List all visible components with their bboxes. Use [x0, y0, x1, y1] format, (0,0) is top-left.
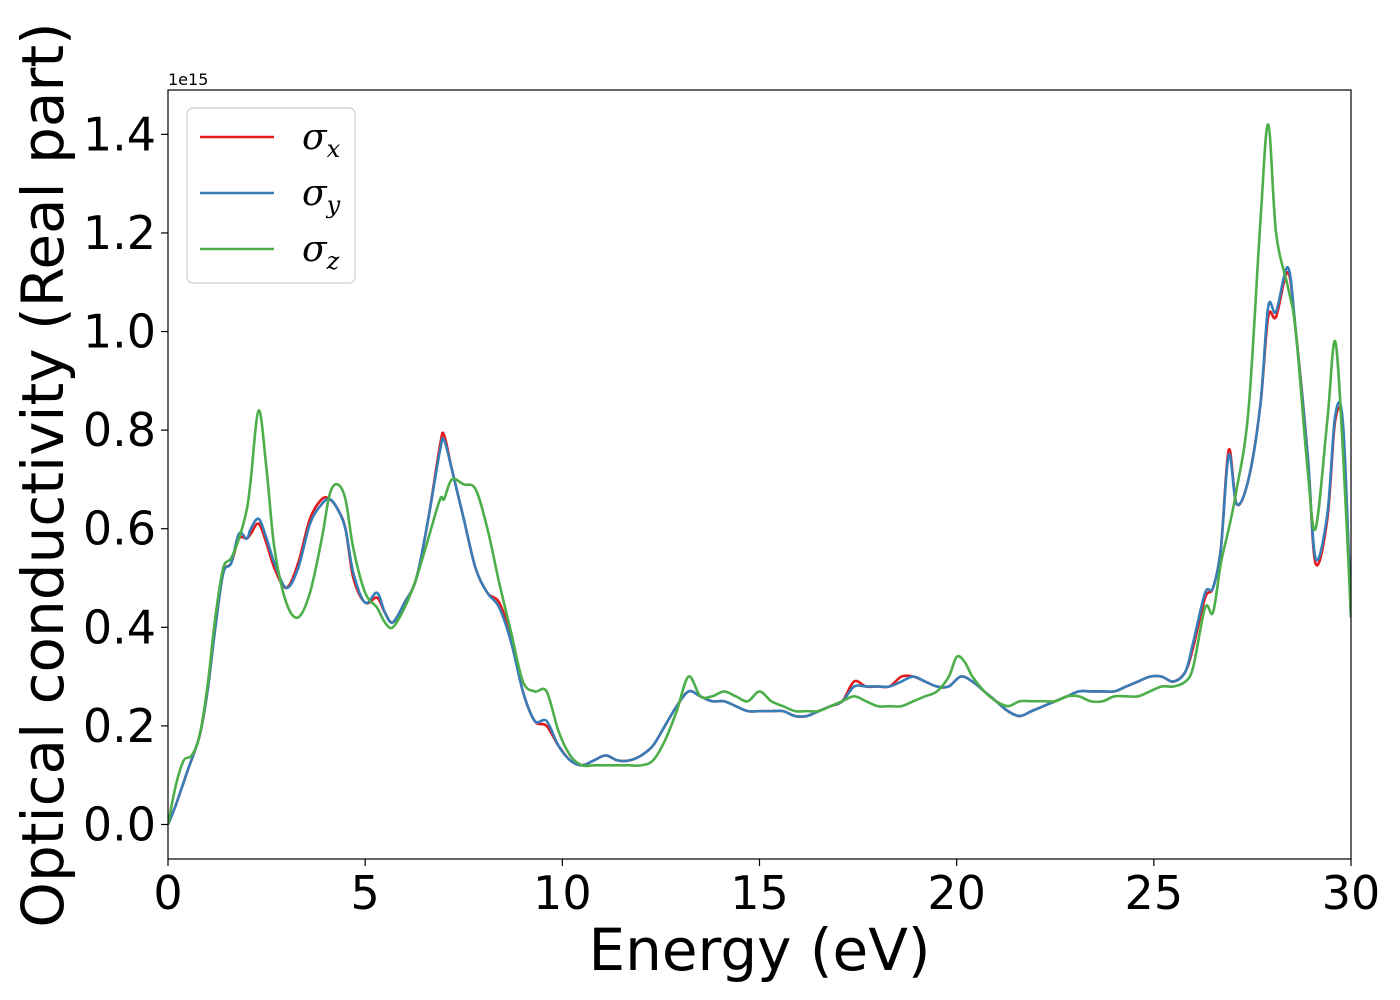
- x-tick-label: 0: [153, 866, 182, 920]
- x-tick-label: 5: [351, 866, 380, 920]
- plot-area: [167, 89, 1352, 860]
- x-tick-label: 10: [533, 866, 592, 920]
- x-axis-title: Energy (eV): [588, 916, 930, 984]
- y-tick-label: 1.4: [83, 107, 156, 161]
- x-tick-label: 30: [1322, 866, 1381, 920]
- legend: σx σy σz: [186, 107, 356, 284]
- y-tick-label: 0.0: [83, 797, 156, 851]
- y-axis: 0.0 0.2 0.4 0.6 0.8 1.0 1.2 1.4: [83, 107, 168, 851]
- x-tick-label: 20: [927, 866, 986, 920]
- y-tick-label: 0.8: [83, 403, 156, 457]
- legend-box: [186, 107, 356, 284]
- x-tick-label: 15: [730, 866, 789, 920]
- legend-label-y: σy: [302, 173, 341, 219]
- legend-label-x: σx: [302, 117, 341, 163]
- y-tick-label: 1.0: [83, 305, 156, 359]
- y-tick-label: 0.6: [83, 502, 156, 556]
- y-axis-title: Optical conductivity (Real part): [9, 22, 77, 927]
- series-layer: [168, 123, 1351, 825]
- legend-label-z: σz: [302, 229, 340, 275]
- y-tick-label: 0.2: [83, 699, 156, 753]
- y-tick-label: 1.2: [83, 206, 156, 260]
- series-line-y: [168, 266, 1351, 825]
- x-tick-label: 25: [1125, 866, 1184, 920]
- y-offset-label: 1e15: [168, 70, 208, 89]
- y-tick-label: 0.4: [83, 600, 156, 654]
- x-axis: 0 5 10 15 20 25 30: [153, 859, 1380, 920]
- series-line-z: [168, 123, 1351, 825]
